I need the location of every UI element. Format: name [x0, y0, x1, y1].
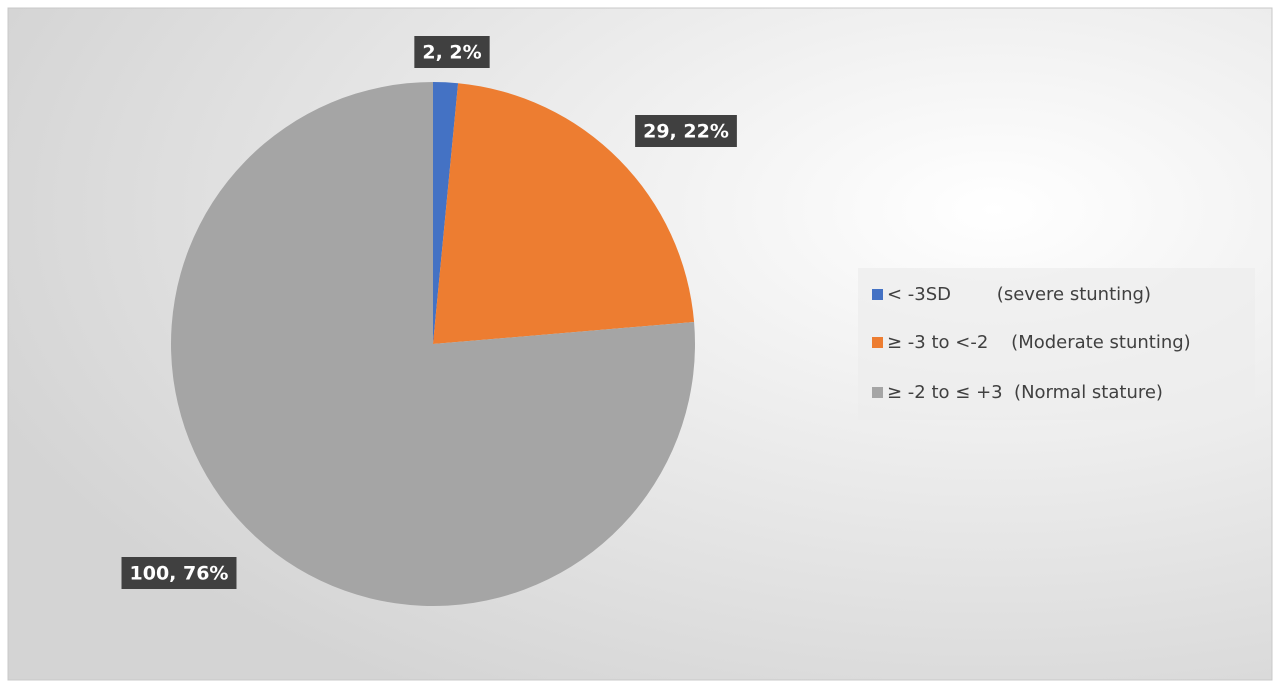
data-label-box — [414, 36, 490, 68]
pie-slice — [433, 82, 459, 344]
data-label: 2, 2% — [422, 42, 481, 64]
data-label: 29, 22% — [643, 121, 729, 143]
legend-label: < -3SD (severe stunting) — [887, 284, 1151, 305]
pie-slice — [433, 83, 695, 344]
data-label-box — [121, 557, 237, 589]
data-label: 100, 76% — [130, 563, 229, 585]
data-label-box — [635, 115, 737, 147]
legend-box — [858, 268, 1255, 420]
legend-swatch — [872, 289, 883, 300]
pie-slice — [171, 82, 696, 606]
legend-label: ≥ -2 to ≤ +3 (Normal stature) — [887, 382, 1163, 403]
legend-swatch — [872, 387, 883, 398]
legend-swatch — [872, 337, 883, 348]
legend-label: ≥ -3 to <-2 (Moderate stunting) — [887, 332, 1191, 353]
